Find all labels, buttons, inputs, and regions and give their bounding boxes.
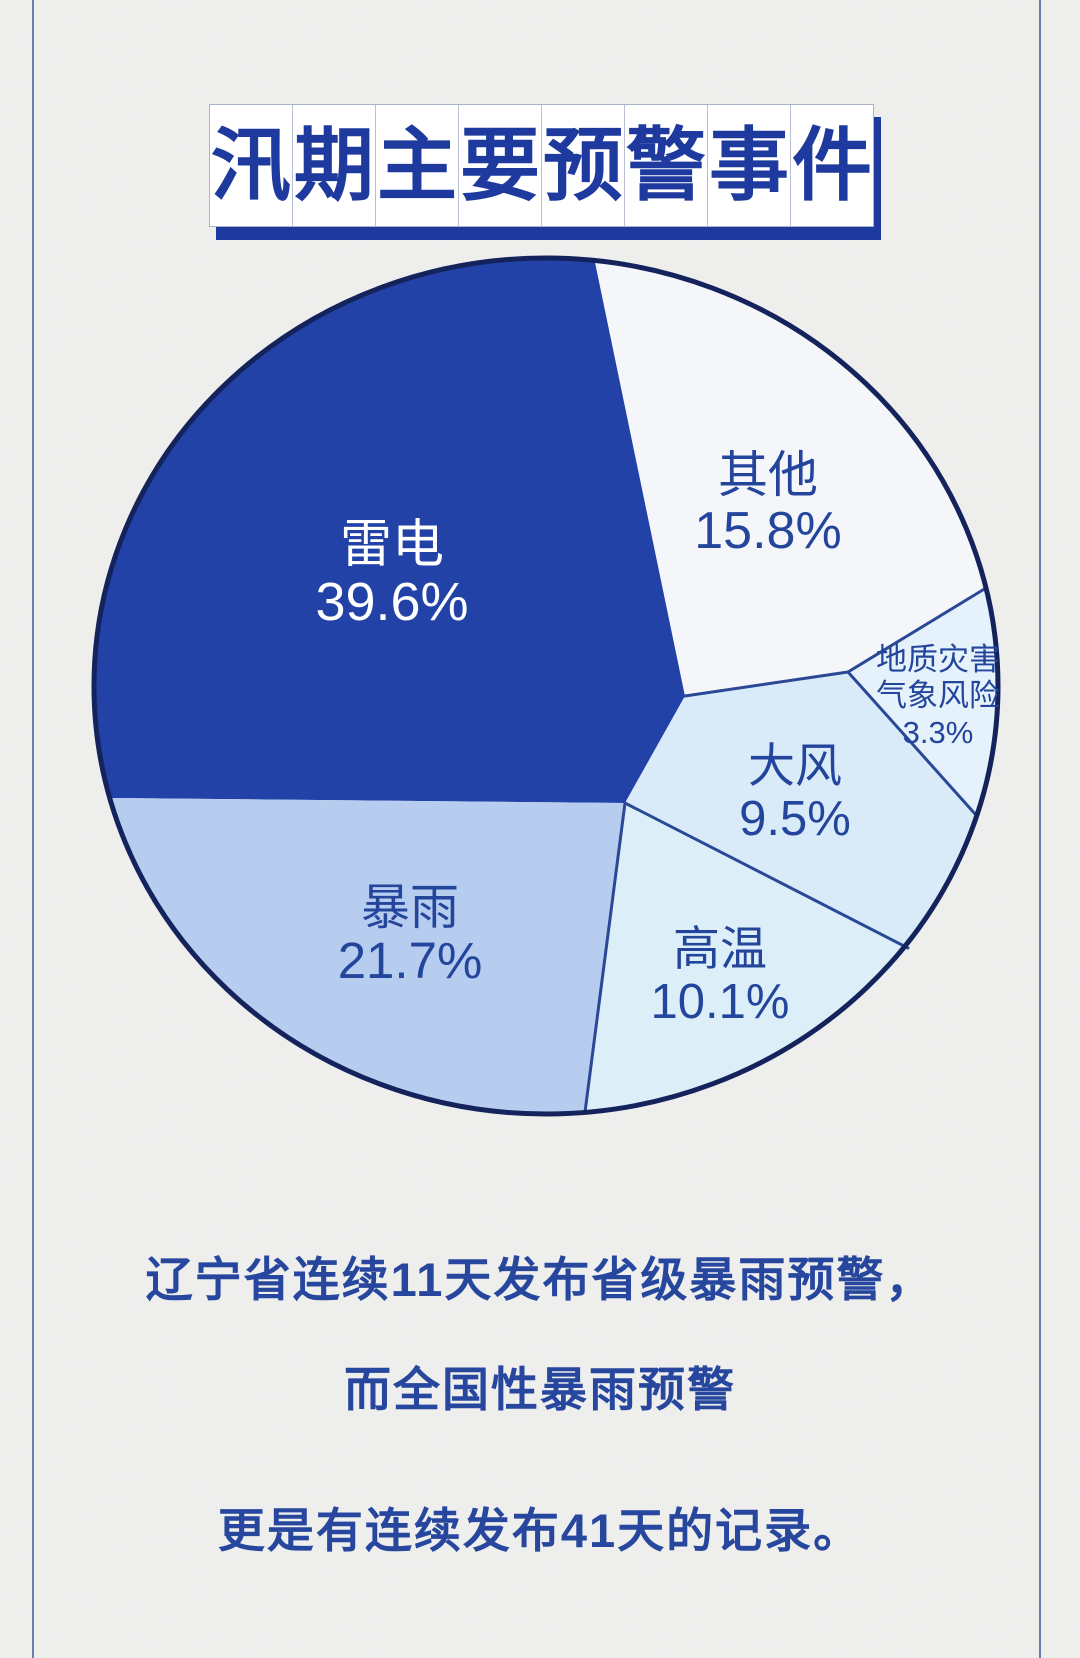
pie-slice-leidian [94, 259, 686, 803]
footer-text-line-3: 更是有连续发布41天的记录。 [217, 1504, 863, 1557]
pie-value-gaowen: 10.1% [651, 975, 790, 1029]
pie-value-dafeng: 9.5% [739, 792, 851, 846]
pie-slice-qita [595, 262, 986, 696]
pie-label-leidian: 雷电 [340, 516, 444, 574]
page-title: 汛 期 主 要 预 警 事 件 [209, 104, 874, 227]
pie-outline [91, 255, 1001, 1117]
slice-boundaries [583, 586, 988, 1114]
pie-slice-gaowen [585, 803, 908, 1112]
pie-label-gaowen: 高温 [673, 922, 767, 975]
title-char: 事 [708, 105, 791, 226]
pie-value-baoyu: 21.7% [338, 932, 483, 989]
pie-slice-dizhizaihai [848, 588, 998, 815]
pie-label-baoyu: 暴雨 [361, 881, 459, 935]
title-char: 主 [376, 105, 459, 226]
pie-slice-baoyu [110, 798, 625, 1114]
footer-text-line-2: 而全国性暴雨预警 [344, 1363, 736, 1416]
pie-label-dizhizaihai-2: 气象风险 [876, 678, 1000, 713]
title-char: 汛 [210, 105, 293, 226]
title-char: 件 [792, 120, 872, 210]
pie-value-dizhizaihai: 3.3% [903, 715, 974, 750]
pie-slice-dafeng [625, 672, 976, 948]
title-char: 预 [542, 105, 625, 226]
pie-value-qita: 15.8% [694, 502, 841, 560]
title-char: 期 [293, 105, 376, 226]
pie-label-dizhizaihai-1: 地质灾害 [876, 642, 1000, 677]
pie-label-qita: 其他 [718, 447, 818, 503]
title-char: 警 [625, 105, 708, 226]
title-char: 要 [459, 105, 542, 226]
pie-value-leidian: 39.6% [315, 572, 468, 632]
pie-label-dafeng: 大风 [748, 739, 842, 792]
left-edge-rule [32, 0, 34, 1658]
right-edge-rule [1039, 0, 1041, 1658]
footer-text-line-1: 辽宁省连续11天发布省级暴雨预警， [145, 1253, 935, 1306]
